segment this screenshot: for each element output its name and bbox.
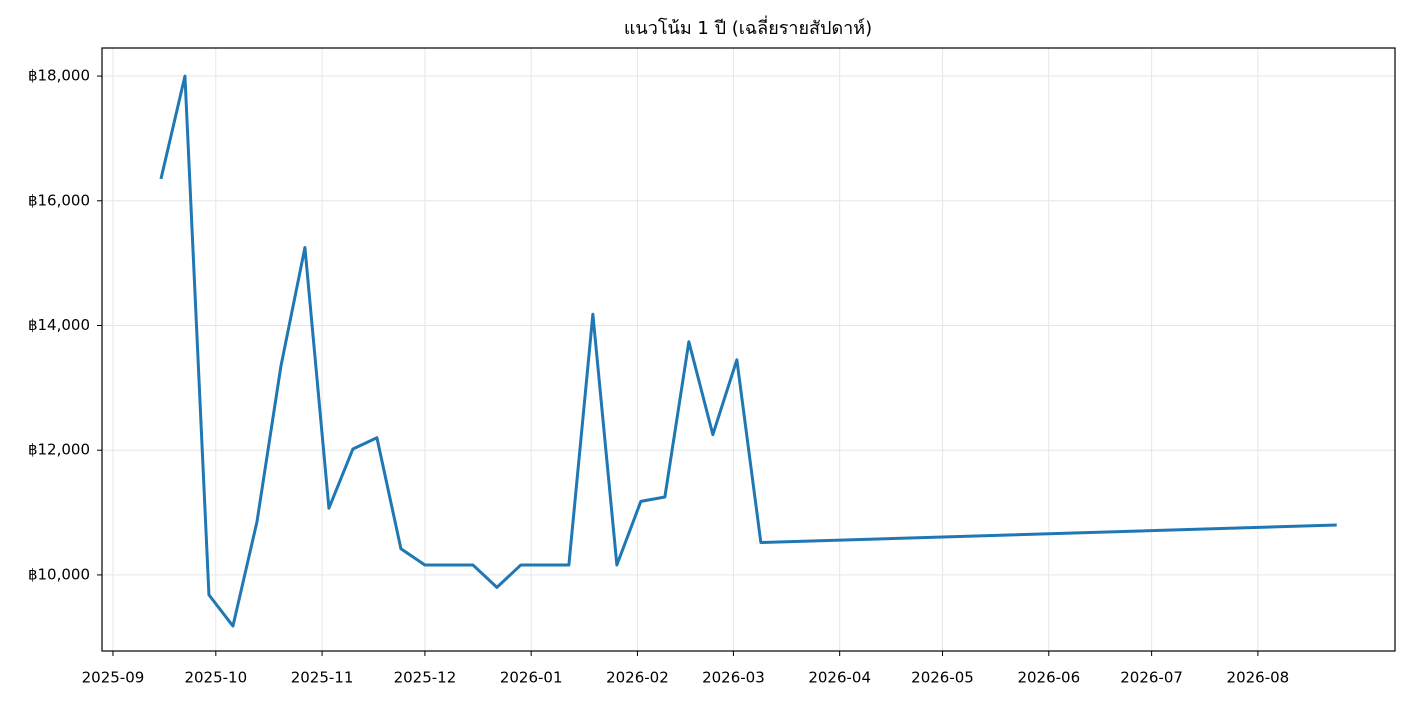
x-tick-label: 2026-04 — [808, 669, 871, 687]
x-tick-label: 2025-12 — [394, 669, 457, 687]
x-tick-label: 2025-10 — [184, 669, 247, 687]
x-tick-label: 2026-03 — [702, 669, 765, 687]
x-tick-label: 2026-08 — [1227, 669, 1290, 687]
data-line — [159, 74, 1337, 628]
x-tick-label: 2026-07 — [1120, 669, 1183, 687]
plot-frame — [101, 47, 1396, 652]
y-tick-label: ฿16,000 — [28, 191, 90, 209]
x-tick-label: 2026-02 — [606, 669, 669, 687]
x-tick-label: 2026-06 — [1017, 669, 1080, 687]
y-tick-label: ฿12,000 — [28, 441, 90, 459]
y-tick-label: ฿18,000 — [28, 67, 90, 85]
x-tick-label: 2025-11 — [291, 669, 354, 687]
x-tick-label: 2025-09 — [82, 669, 145, 687]
y-tick-label: ฿10,000 — [28, 565, 90, 583]
y-tick-label: ฿14,000 — [28, 316, 90, 334]
x-tick-label: 2026-05 — [911, 669, 974, 687]
chart-title: แนวโน้ม 1 ปี (เฉลี่ยรายสัปดาห์) — [624, 15, 872, 39]
x-tick-label: 2026-01 — [500, 669, 563, 687]
